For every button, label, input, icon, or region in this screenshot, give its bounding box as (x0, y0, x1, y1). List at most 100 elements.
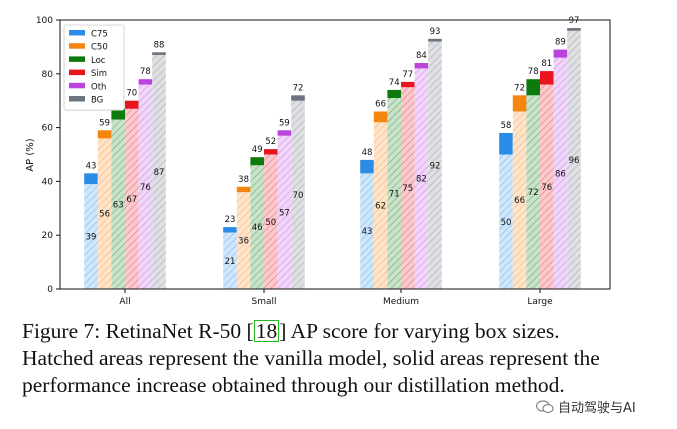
y-tick-label: 40 (42, 177, 54, 187)
bar-base-loc-large (526, 95, 540, 289)
data-label-base: 96 (569, 156, 580, 166)
x-tick-label: Large (527, 297, 553, 307)
bar-base-bg-large (567, 30, 581, 289)
y-tick-label: 60 (42, 124, 54, 134)
data-label-total: 66 (375, 99, 386, 109)
bar-increase-c75-all (84, 173, 98, 185)
data-label-base: 87 (154, 168, 165, 178)
bar-increase-loc-all (111, 108, 125, 120)
bar-base-c50-medium (373, 122, 388, 289)
data-label-total: 72 (514, 83, 525, 93)
bar-increase-c75-small (223, 227, 237, 233)
bar-base-oth-small (277, 135, 292, 289)
data-label-total: 43 (86, 161, 97, 171)
figure-caption: Figure 7: RetinaNet R-50 [18] AP score f… (22, 318, 634, 399)
bar-increase-c50-large (512, 95, 527, 112)
watermark-text: 自动驾驶与AI (558, 401, 636, 416)
data-label-total: 89 (555, 38, 566, 48)
bar-increase-bg-small (291, 95, 305, 101)
bar-base-loc-all (111, 119, 125, 289)
data-label-total: 97 (569, 16, 580, 26)
bar-increase-bg-all (152, 52, 166, 55)
bar-base-bg-all (152, 54, 166, 289)
data-label-base: 82 (416, 175, 427, 185)
data-label-total: 81 (541, 59, 552, 69)
bar-increase-loc-small (250, 157, 264, 166)
bar-base-loc-medium (387, 98, 401, 289)
bar-base-sim-small (264, 154, 278, 289)
bar-increase-c75-large (499, 132, 513, 155)
chart: 4339595667637067787688872321383649465250… (25, 16, 611, 307)
data-label-total: 38 (238, 175, 249, 185)
data-label-base: 21 (225, 257, 236, 267)
bar-base-oth-medium (414, 68, 429, 289)
data-label-base: 75 (402, 184, 413, 194)
bar-base-c75-medium (360, 173, 374, 289)
bar-increase-oth-large (553, 49, 568, 58)
data-label-base: 70 (293, 191, 304, 201)
data-label-base: 57 (279, 208, 290, 218)
bar-increase-sim-medium (401, 81, 415, 88)
data-label-base: 67 (126, 195, 137, 205)
caption-suffix: ] AP score for varying box sizes. Hatche… (22, 319, 600, 397)
y-tick-label: 0 (47, 285, 53, 295)
data-label-base: 50 (265, 218, 276, 228)
plot-frame (59, 19, 611, 290)
bar-increase-oth-medium (414, 63, 429, 69)
bar-increase-c75-medium (360, 159, 374, 174)
bar-increase-c50-medium (373, 111, 388, 123)
bar-increase-sim-large (540, 71, 554, 85)
data-label-total: 52 (265, 137, 276, 147)
legend-label: C50 (91, 43, 108, 53)
legend-label: C75 (91, 30, 108, 40)
bar-base-oth-all (138, 84, 153, 289)
citation-link[interactable]: 18 (253, 319, 280, 343)
legend-label: Sim (91, 69, 107, 79)
bar-base-c75-large (499, 154, 513, 289)
data-label-base: 76 (140, 183, 151, 193)
data-label-base: 56 (99, 210, 110, 220)
bar-increase-c50-small (236, 186, 251, 193)
bar-base-c50-small (236, 192, 251, 289)
data-label-total: 88 (154, 40, 165, 50)
legend-label: BG (91, 96, 103, 106)
x-tick-label: All (119, 297, 130, 307)
data-label-base: 39 (86, 233, 97, 243)
legend-swatch (69, 69, 85, 76)
data-label-total: 78 (140, 67, 151, 77)
data-label-base: 43 (362, 227, 373, 237)
data-label-total: 93 (430, 27, 441, 37)
data-label-total: 70 (126, 89, 137, 99)
bar-increase-loc-medium (387, 89, 401, 99)
data-label-base: 50 (501, 218, 512, 228)
legend-label: Loc (91, 56, 106, 66)
data-label-total: 78 (528, 67, 539, 77)
data-label-base: 92 (430, 161, 441, 171)
data-label-total: 58 (501, 121, 512, 131)
y-tick-label: 20 (42, 231, 54, 241)
bar-increase-oth-all (138, 79, 153, 85)
data-label-total: 59 (99, 118, 110, 128)
bar-base-sim-all (125, 108, 139, 290)
bar-base-loc-small (250, 165, 264, 289)
x-tick-label: Medium (383, 297, 419, 307)
bar-base-sim-medium (401, 87, 415, 289)
bar-increase-loc-large (526, 79, 540, 96)
data-label-base: 36 (238, 237, 249, 247)
data-label-total: 84 (416, 51, 427, 61)
data-label-base: 46 (252, 223, 263, 233)
data-label-base: 76 (541, 183, 552, 193)
bar-base-c75-all (84, 184, 98, 289)
bar-base-c50-large (512, 111, 527, 290)
bar-base-sim-large (540, 84, 554, 289)
legend-swatch (69, 56, 85, 62)
data-label-base: 72 (528, 188, 539, 198)
bar-increase-oth-small (277, 130, 292, 136)
data-label-base: 66 (514, 196, 525, 206)
bar-increase-c50-all (97, 130, 112, 139)
data-label-total: 59 (279, 118, 290, 128)
data-label-total: 74 (389, 78, 400, 88)
data-label-total: 77 (402, 70, 413, 80)
legend-swatch (69, 30, 85, 36)
watermark: 自动驾驶与AI (536, 397, 636, 416)
